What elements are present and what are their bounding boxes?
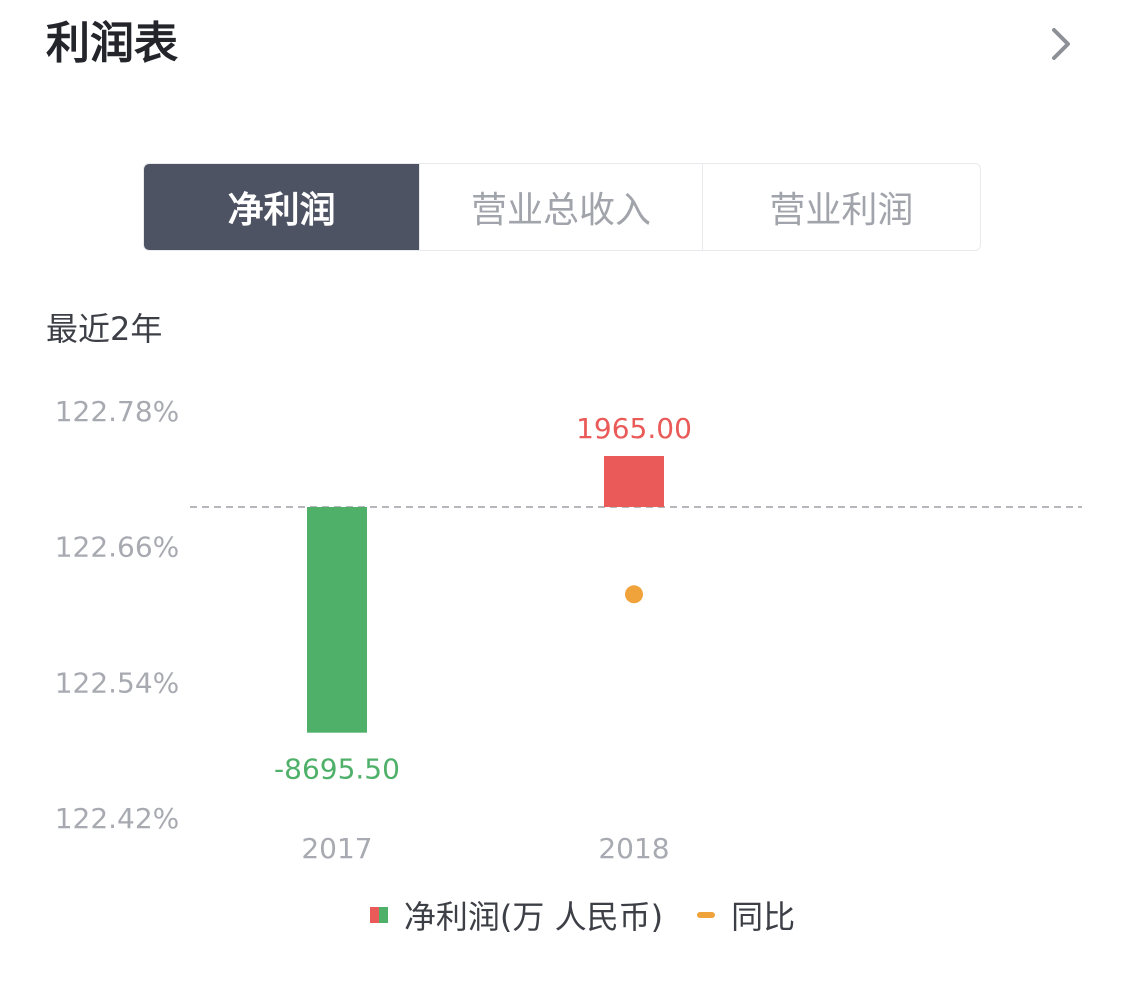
x-axis-tick-label: 2017 (301, 832, 372, 865)
legend-item-net-profit: 净利润(万 人民币) (369, 892, 664, 938)
legend-label-yoy: 同比 (731, 898, 796, 936)
tab-total-revenue[interactable]: 营业总收入 (419, 164, 701, 250)
metric-tabs: 净利润 营业总收入 营业利润 (143, 163, 981, 251)
bar (307, 507, 367, 733)
chart-legend: 净利润(万 人民币) 同比 (0, 892, 1125, 938)
net-profit-chart: 122.78% 122.66% 122.54% 122.42% -8695.50 1965… (55, 395, 1082, 865)
bar-swatch-icon (369, 907, 388, 923)
bar-value-label: -8695.50 (274, 753, 400, 786)
bar-value-label: 1965.00 (576, 412, 692, 445)
legend-item-yoy: 同比 (663, 892, 795, 938)
x-axis-tick-label: 2018 (598, 832, 669, 865)
tab-operating-profit[interactable]: 营业利润 (701, 164, 980, 250)
y-axis-tick-label: 122.78% (55, 395, 180, 428)
y-axis-tick-label: 122.42% (55, 802, 180, 835)
y-axis-tick-label: 122.54% (55, 666, 180, 699)
chevron-right-icon[interactable] (1044, 24, 1080, 64)
page-title: 利润表 (46, 18, 178, 69)
tab-net-profit[interactable]: 净利润 (144, 164, 420, 250)
legend-label-net-profit: 净利润(万 人民币) (403, 898, 664, 936)
yoy-point (625, 585, 643, 604)
period-label: 最近2年 (46, 310, 163, 348)
y-axis-tick-label: 122.66% (55, 531, 180, 564)
bar (604, 456, 664, 507)
dash-swatch-icon (697, 912, 716, 918)
